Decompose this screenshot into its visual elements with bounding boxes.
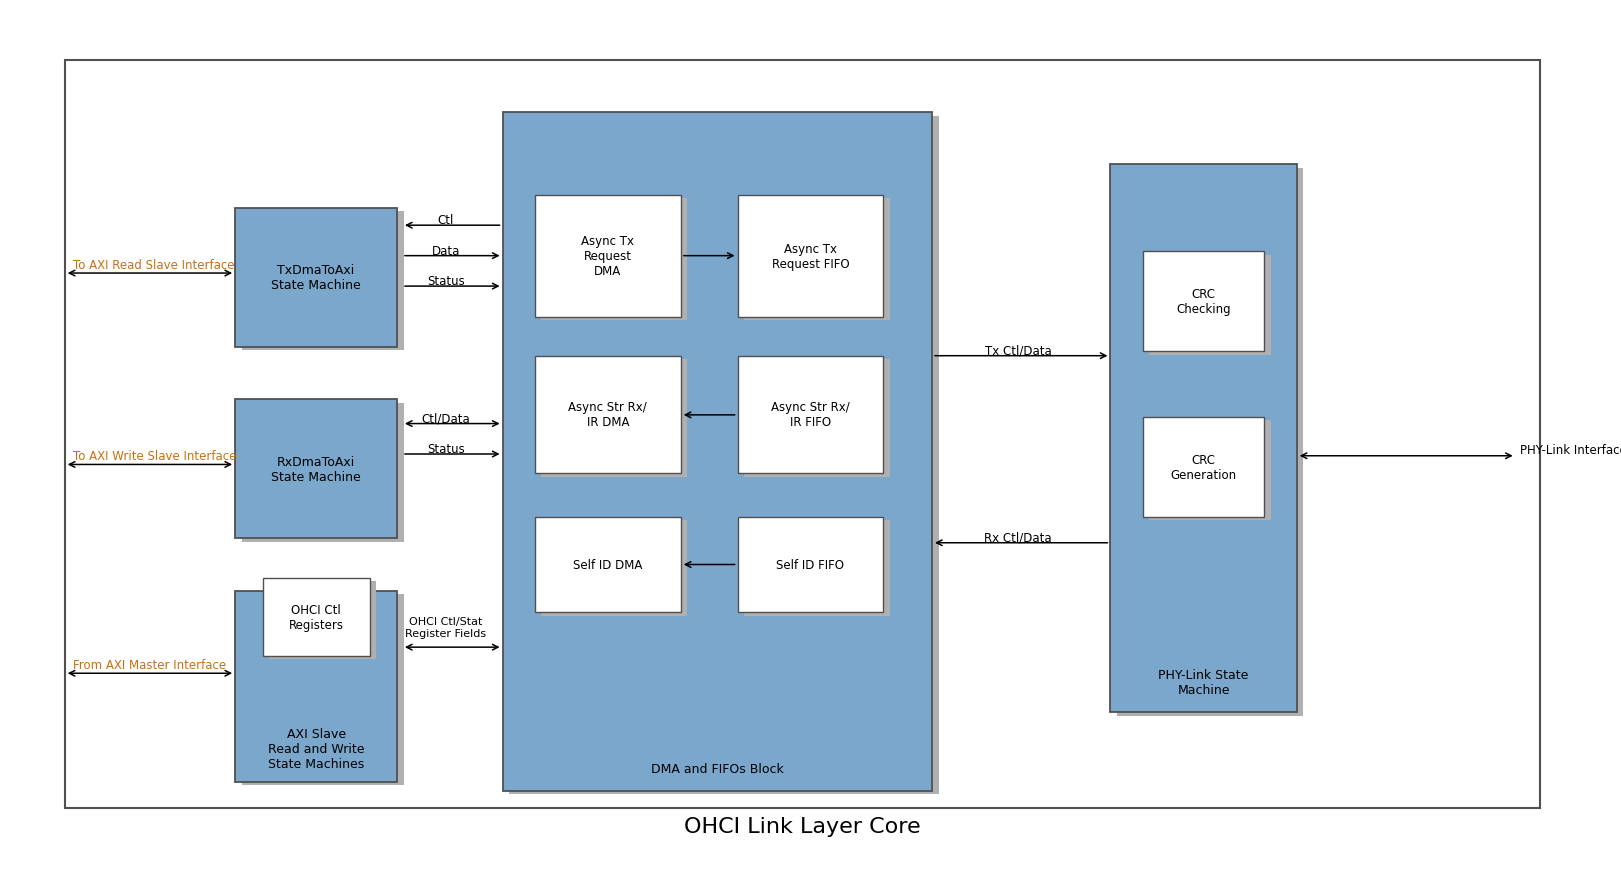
Text: TxDmaToAxi
State Machine: TxDmaToAxi State Machine bbox=[271, 264, 361, 292]
Text: RxDmaToAxi
State Machine: RxDmaToAxi State Machine bbox=[271, 455, 361, 483]
Text: OHCI Link Layer Core: OHCI Link Layer Core bbox=[684, 816, 921, 836]
Text: Rx Ctl/Data: Rx Ctl/Data bbox=[984, 531, 1052, 543]
Text: Self ID DMA: Self ID DMA bbox=[574, 559, 642, 571]
Bar bbox=[235, 400, 397, 539]
Bar bbox=[242, 403, 404, 542]
Bar bbox=[541, 360, 687, 477]
Text: Tx Ctl/Data: Tx Ctl/Data bbox=[984, 344, 1052, 356]
Bar bbox=[744, 199, 890, 321]
Text: CRC
Generation: CRC Generation bbox=[1170, 453, 1237, 481]
Text: OHCI Ctl/Stat
Register Fields: OHCI Ctl/Stat Register Fields bbox=[405, 617, 486, 638]
Text: To AXI Read Slave Interface: To AXI Read Slave Interface bbox=[73, 259, 235, 271]
Text: From AXI Master Interface: From AXI Master Interface bbox=[73, 659, 225, 671]
Text: AXI Slave
Read and Write
State Machines: AXI Slave Read and Write State Machines bbox=[267, 727, 365, 771]
Text: PHY-Link State
Machine: PHY-Link State Machine bbox=[1159, 668, 1248, 696]
Bar bbox=[1143, 252, 1264, 352]
Text: Status: Status bbox=[426, 443, 465, 455]
Text: Ctl/Data: Ctl/Data bbox=[421, 413, 470, 425]
Bar bbox=[263, 578, 370, 656]
Bar bbox=[744, 521, 890, 616]
Text: Ctl: Ctl bbox=[438, 215, 454, 227]
Bar bbox=[509, 116, 939, 794]
Bar bbox=[1110, 165, 1297, 713]
Text: Async Str Rx/
IR FIFO: Async Str Rx/ IR FIFO bbox=[772, 401, 849, 429]
Bar bbox=[1149, 421, 1271, 521]
Text: Async Tx
Request FIFO: Async Tx Request FIFO bbox=[772, 242, 849, 270]
Bar bbox=[503, 113, 932, 791]
Text: Async Tx
Request
DMA: Async Tx Request DMA bbox=[582, 235, 634, 278]
Bar bbox=[738, 356, 883, 474]
Text: Status: Status bbox=[426, 275, 465, 288]
Bar bbox=[535, 356, 681, 474]
Bar bbox=[65, 61, 1540, 808]
Bar bbox=[744, 360, 890, 477]
Text: Self ID FIFO: Self ID FIFO bbox=[776, 559, 845, 571]
Text: CRC
Checking: CRC Checking bbox=[1177, 288, 1230, 316]
Bar bbox=[738, 517, 883, 613]
Bar bbox=[541, 521, 687, 616]
Bar bbox=[1149, 255, 1271, 355]
Bar bbox=[1117, 169, 1303, 716]
Bar bbox=[235, 591, 397, 782]
Text: DMA and FIFOs Block: DMA and FIFOs Block bbox=[652, 763, 783, 775]
Bar bbox=[738, 196, 883, 317]
Bar bbox=[235, 209, 397, 348]
Text: To AXI Write Slave Interface: To AXI Write Slave Interface bbox=[73, 450, 237, 462]
Bar bbox=[269, 581, 376, 660]
Bar bbox=[1143, 417, 1264, 517]
Bar bbox=[535, 517, 681, 613]
Bar bbox=[535, 196, 681, 317]
Text: Data: Data bbox=[431, 245, 460, 257]
Text: OHCI Ctl
Registers: OHCI Ctl Registers bbox=[289, 603, 344, 631]
Bar bbox=[541, 199, 687, 321]
Text: Async Str Rx/
IR DMA: Async Str Rx/ IR DMA bbox=[569, 401, 647, 429]
Bar bbox=[242, 594, 404, 786]
Bar bbox=[242, 212, 404, 351]
Text: PHY-Link Interface: PHY-Link Interface bbox=[1520, 444, 1621, 456]
